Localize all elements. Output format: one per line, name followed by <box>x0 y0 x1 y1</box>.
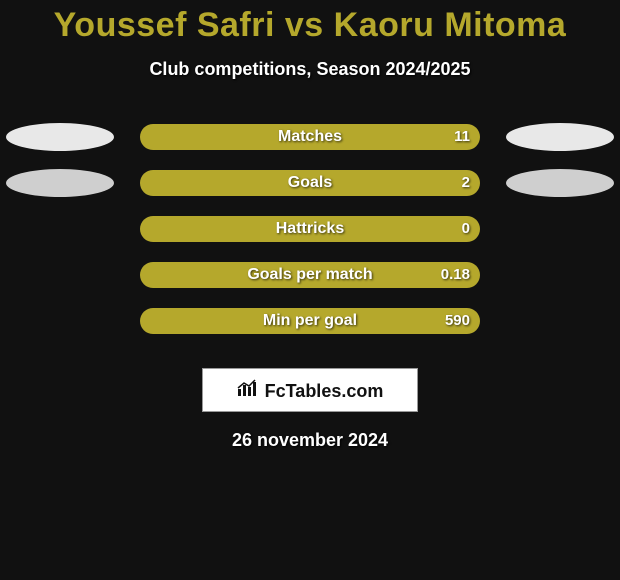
stat-row: Min per goal590 <box>0 298 620 344</box>
right-ellipse <box>506 169 614 197</box>
stat-label: Min per goal <box>140 308 480 334</box>
stat-label: Goals <box>140 170 480 196</box>
chart-icon <box>237 379 259 397</box>
right-ellipse <box>506 123 614 151</box>
left-ellipse <box>6 169 114 197</box>
brand-mark: FcTables.com <box>237 379 384 402</box>
stat-row: Goals2 <box>0 160 620 206</box>
stat-label: Matches <box>140 124 480 150</box>
stat-label: Hattricks <box>140 216 480 242</box>
stat-value: 2 <box>462 170 470 196</box>
stat-value: 590 <box>445 308 470 334</box>
left-ellipse <box>6 123 114 151</box>
brand-box: FcTables.com <box>202 368 418 412</box>
stat-value: 0.18 <box>441 262 470 288</box>
stat-value: 0 <box>462 216 470 242</box>
stats-block: Matches11Goals2Hattricks0Goals per match… <box>0 114 620 344</box>
brand-label: FcTables.com <box>265 381 384 402</box>
stat-row: Matches11 <box>0 114 620 160</box>
stat-row: Hattricks0 <box>0 206 620 252</box>
subtitle: Club competitions, Season 2024/2025 <box>0 59 620 80</box>
footer-date: 26 november 2024 <box>0 430 620 451</box>
stat-value: 11 <box>454 124 470 150</box>
page-title: Youssef Safri vs Kaoru Mitoma <box>0 0 620 45</box>
stat-row: Goals per match0.18 <box>0 252 620 298</box>
stat-label: Goals per match <box>140 262 480 288</box>
